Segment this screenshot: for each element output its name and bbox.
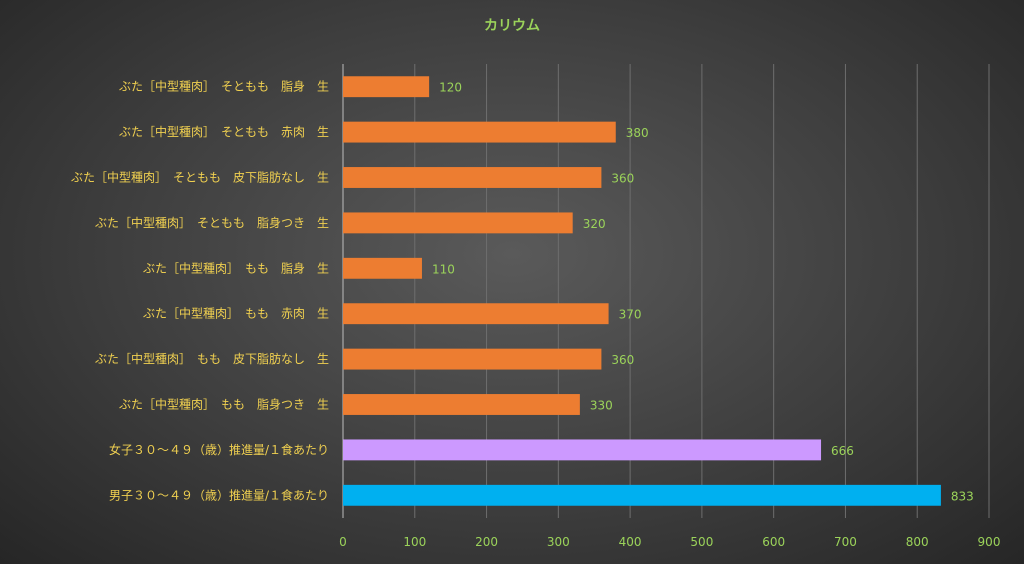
bar xyxy=(343,348,602,370)
x-tick-label: 800 xyxy=(906,535,929,549)
x-tick-label: 700 xyxy=(834,535,857,549)
category-label: ぶた［中型種肉］ そともも 皮下脂肪なし 生 xyxy=(71,170,329,185)
data-label: 360 xyxy=(611,172,634,186)
category-label: 女子３０～４９（歳）推進量/１食あたり xyxy=(109,442,329,457)
data-label: 370 xyxy=(619,308,642,322)
bar xyxy=(343,303,609,325)
x-tick-label: 0 xyxy=(339,535,347,549)
bar xyxy=(343,257,422,279)
bar xyxy=(343,439,822,461)
data-label: 833 xyxy=(951,489,974,503)
x-tick-label: 600 xyxy=(762,535,785,549)
x-tick-label: 200 xyxy=(475,535,498,549)
data-label: 120 xyxy=(439,81,462,95)
data-label: 110 xyxy=(432,262,455,276)
category-label: ぶた［中型種肉］ もも 脂身 生 xyxy=(143,260,329,275)
category-label: ぶた［中型種肉］ もも 脂身つき 生 xyxy=(119,397,329,412)
category-label: ぶた［中型種肉］ そともも 赤肉 生 xyxy=(119,124,329,139)
data-label: 360 xyxy=(611,353,634,367)
bar xyxy=(343,394,580,415)
x-tick-label: 100 xyxy=(403,535,426,549)
category-label: ぶた［中型種肉］ そともも 脂身つき 生 xyxy=(95,215,329,230)
x-tick-label: 300 xyxy=(547,535,570,549)
chart-title: カリウム xyxy=(484,18,540,34)
category-label: ぶた［中型種肉］ そともも 脂身 生 xyxy=(119,79,329,94)
bar xyxy=(343,484,941,506)
data-label: 320 xyxy=(583,217,606,231)
labels: 0 100 200 300 400 500 600 700 800 900 ぶた［中型種肉］ そとも… xyxy=(71,79,1000,549)
bar xyxy=(343,121,616,143)
data-label: 666 xyxy=(831,444,854,458)
x-tick-label: 400 xyxy=(619,535,642,549)
data-label: 330 xyxy=(590,399,613,413)
data-label: 380 xyxy=(626,126,649,140)
x-tick-label: 900 xyxy=(978,535,1001,549)
bar xyxy=(343,76,430,98)
category-label: 男子３０～４９（歳）推進量/１食あたり xyxy=(109,487,329,502)
category-label: ぶた［中型種肉］ もも 赤肉 生 xyxy=(143,306,329,321)
bar xyxy=(343,212,573,234)
category-label: ぶた［中型種肉］ もも 皮下脂肪なし 生 xyxy=(95,351,329,366)
x-tick-label: 500 xyxy=(690,535,713,549)
bars xyxy=(343,76,941,506)
bar xyxy=(343,167,602,188)
